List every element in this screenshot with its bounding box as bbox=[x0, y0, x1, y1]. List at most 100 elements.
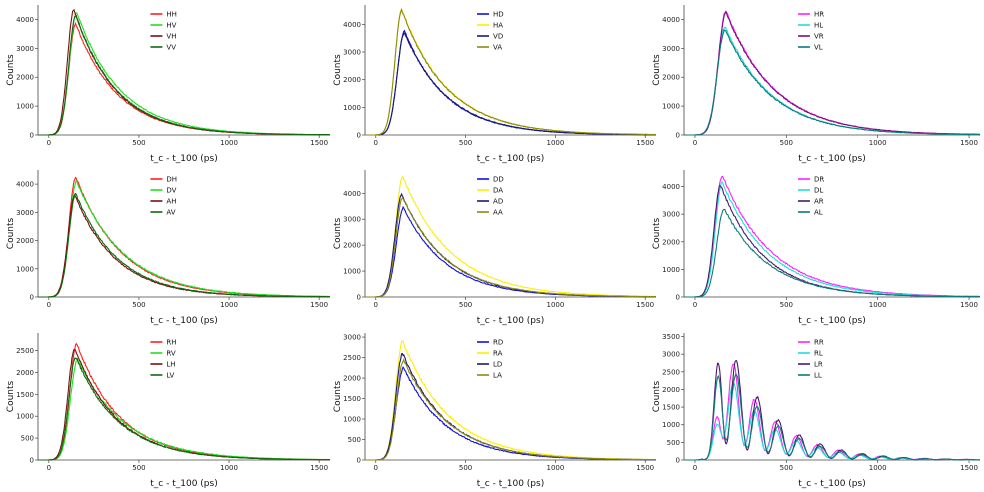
series-line-LA bbox=[365, 358, 656, 461]
series-line-RH bbox=[38, 342, 331, 461]
x-tick-label: 0 bbox=[374, 139, 378, 147]
x-axis-label: t_c - t_100 (ps) bbox=[150, 154, 217, 164]
y-axis-label: Counts bbox=[6, 54, 16, 86]
y-tick-label: 3000 bbox=[662, 45, 680, 53]
y-tick-label: 3000 bbox=[16, 209, 34, 217]
y-tick-label: 1000 bbox=[16, 265, 34, 273]
series-line-RA bbox=[365, 340, 657, 461]
x-tick-label: 1000 bbox=[220, 464, 238, 472]
legend-label: DL bbox=[814, 187, 823, 195]
y-tick-label: 0 bbox=[30, 294, 34, 302]
series-line-DD bbox=[365, 205, 656, 298]
y-tick-label: 3000 bbox=[343, 216, 361, 224]
y-tick-label: 1000 bbox=[662, 266, 680, 274]
legend-label: AA bbox=[493, 209, 503, 217]
x-tick-label: 0 bbox=[693, 139, 697, 147]
series-line-HD bbox=[365, 29, 656, 136]
legend-label: AL bbox=[814, 209, 823, 217]
x-tick-label: 0 bbox=[693, 301, 697, 309]
y-tick-label: 4000 bbox=[343, 21, 361, 29]
y-tick-label: 0 bbox=[676, 132, 680, 140]
panel-7: 0 500 1000 1500 0 500 1000 1500 2000 2500 Counts t_… bbox=[6, 333, 331, 489]
y-tick-label: 1000 bbox=[16, 413, 34, 421]
panel-2: 0 500 1000 1500 0 1000 2000 3000 4000 Counts t_c -… bbox=[333, 5, 657, 164]
legend-label: VR bbox=[814, 33, 824, 41]
y-tick-label: 0 bbox=[357, 457, 361, 465]
y-axis-label: Counts bbox=[333, 380, 343, 412]
y-tick-label: 1000 bbox=[662, 103, 680, 111]
y-tick-label: 1500 bbox=[662, 404, 680, 412]
x-tick-label: 500 bbox=[459, 464, 472, 472]
series-line-LL bbox=[684, 372, 980, 461]
x-axis-label: t_c - t_100 (ps) bbox=[798, 316, 865, 326]
y-tick-label: 1000 bbox=[343, 104, 361, 112]
y-axis-label: Counts bbox=[652, 217, 662, 249]
y-tick-label: 3000 bbox=[16, 45, 34, 53]
legend-label: HV bbox=[166, 22, 176, 30]
x-tick-label: 0 bbox=[47, 301, 51, 309]
y-tick-label: 500 bbox=[348, 436, 361, 444]
legend-label: RV bbox=[166, 350, 175, 358]
x-tick-label: 0 bbox=[374, 464, 378, 472]
legend-label: VD bbox=[493, 33, 503, 41]
legend-label: DV bbox=[166, 187, 176, 195]
series-line-AA bbox=[365, 197, 657, 298]
x-tick-label: 500 bbox=[780, 139, 793, 147]
legend-label: DD bbox=[493, 176, 504, 184]
x-tick-label: 1500 bbox=[636, 301, 654, 309]
x-tick-label: 1500 bbox=[310, 139, 328, 147]
legend-label: HL bbox=[814, 22, 823, 30]
y-tick-label: 3000 bbox=[343, 49, 361, 57]
series-line-AL bbox=[684, 208, 980, 298]
y-tick-label: 500 bbox=[21, 435, 34, 443]
series-line-DV bbox=[38, 180, 330, 298]
x-tick-label: 500 bbox=[780, 464, 793, 472]
y-tick-label: 0 bbox=[30, 457, 34, 465]
x-tick-label: 500 bbox=[132, 301, 145, 309]
y-tick-label: 2000 bbox=[16, 369, 34, 377]
x-tick-label: 1000 bbox=[869, 464, 887, 472]
legend-label: HD bbox=[493, 11, 504, 19]
x-tick-label: 1000 bbox=[220, 139, 238, 147]
legend-label: VL bbox=[814, 44, 823, 52]
y-axis-label: Counts bbox=[6, 380, 16, 412]
x-tick-label: 1000 bbox=[546, 139, 564, 147]
series-line-AV bbox=[38, 192, 331, 298]
y-tick-label: 2500 bbox=[16, 347, 34, 355]
x-tick-label: 1500 bbox=[310, 464, 328, 472]
x-tick-label: 0 bbox=[693, 464, 697, 472]
legend-label: VA bbox=[493, 44, 502, 52]
x-tick-label: 1000 bbox=[220, 301, 238, 309]
y-tick-label: 3000 bbox=[343, 334, 361, 342]
x-tick-label: 1500 bbox=[960, 139, 978, 147]
x-tick-label: 1000 bbox=[869, 139, 887, 147]
x-tick-label: 500 bbox=[459, 301, 472, 309]
panel-6: 0 500 1000 1500 0 1000 2000 3000 4000 Counts t_c -… bbox=[652, 170, 981, 326]
x-tick-label: 0 bbox=[47, 464, 51, 472]
series-line-LH bbox=[38, 348, 330, 461]
series-line-AR bbox=[684, 184, 980, 298]
legend-label: AD bbox=[493, 198, 503, 206]
x-tick-label: 1000 bbox=[869, 301, 887, 309]
y-tick-label: 0 bbox=[357, 132, 361, 140]
y-tick-label: 2000 bbox=[662, 386, 680, 394]
x-tick-label: 0 bbox=[47, 139, 51, 147]
panel-8: 0 500 1000 1500 0 500 1000 1500 2000 2500 3000 Coun… bbox=[333, 333, 657, 489]
series-line-VA bbox=[365, 7, 657, 136]
y-tick-label: 4000 bbox=[16, 181, 34, 189]
x-tick-label: 500 bbox=[780, 301, 793, 309]
legend-label: HR bbox=[814, 11, 824, 19]
legend-label: LD bbox=[493, 361, 502, 369]
x-axis-label: t_c - t_100 (ps) bbox=[477, 316, 544, 326]
y-tick-label: 2000 bbox=[16, 74, 34, 82]
y-tick-label: 0 bbox=[676, 457, 680, 465]
y-tick-label: 1500 bbox=[343, 395, 361, 403]
legend-label: LH bbox=[166, 361, 175, 369]
y-axis-label: Counts bbox=[6, 217, 16, 249]
y-tick-label: 3000 bbox=[662, 211, 680, 219]
series-line-RD bbox=[365, 366, 656, 461]
y-tick-label: 2000 bbox=[343, 76, 361, 84]
legend-label: VV bbox=[166, 44, 176, 52]
y-tick-label: 4000 bbox=[662, 183, 680, 191]
y-axis-label: Counts bbox=[333, 54, 343, 86]
